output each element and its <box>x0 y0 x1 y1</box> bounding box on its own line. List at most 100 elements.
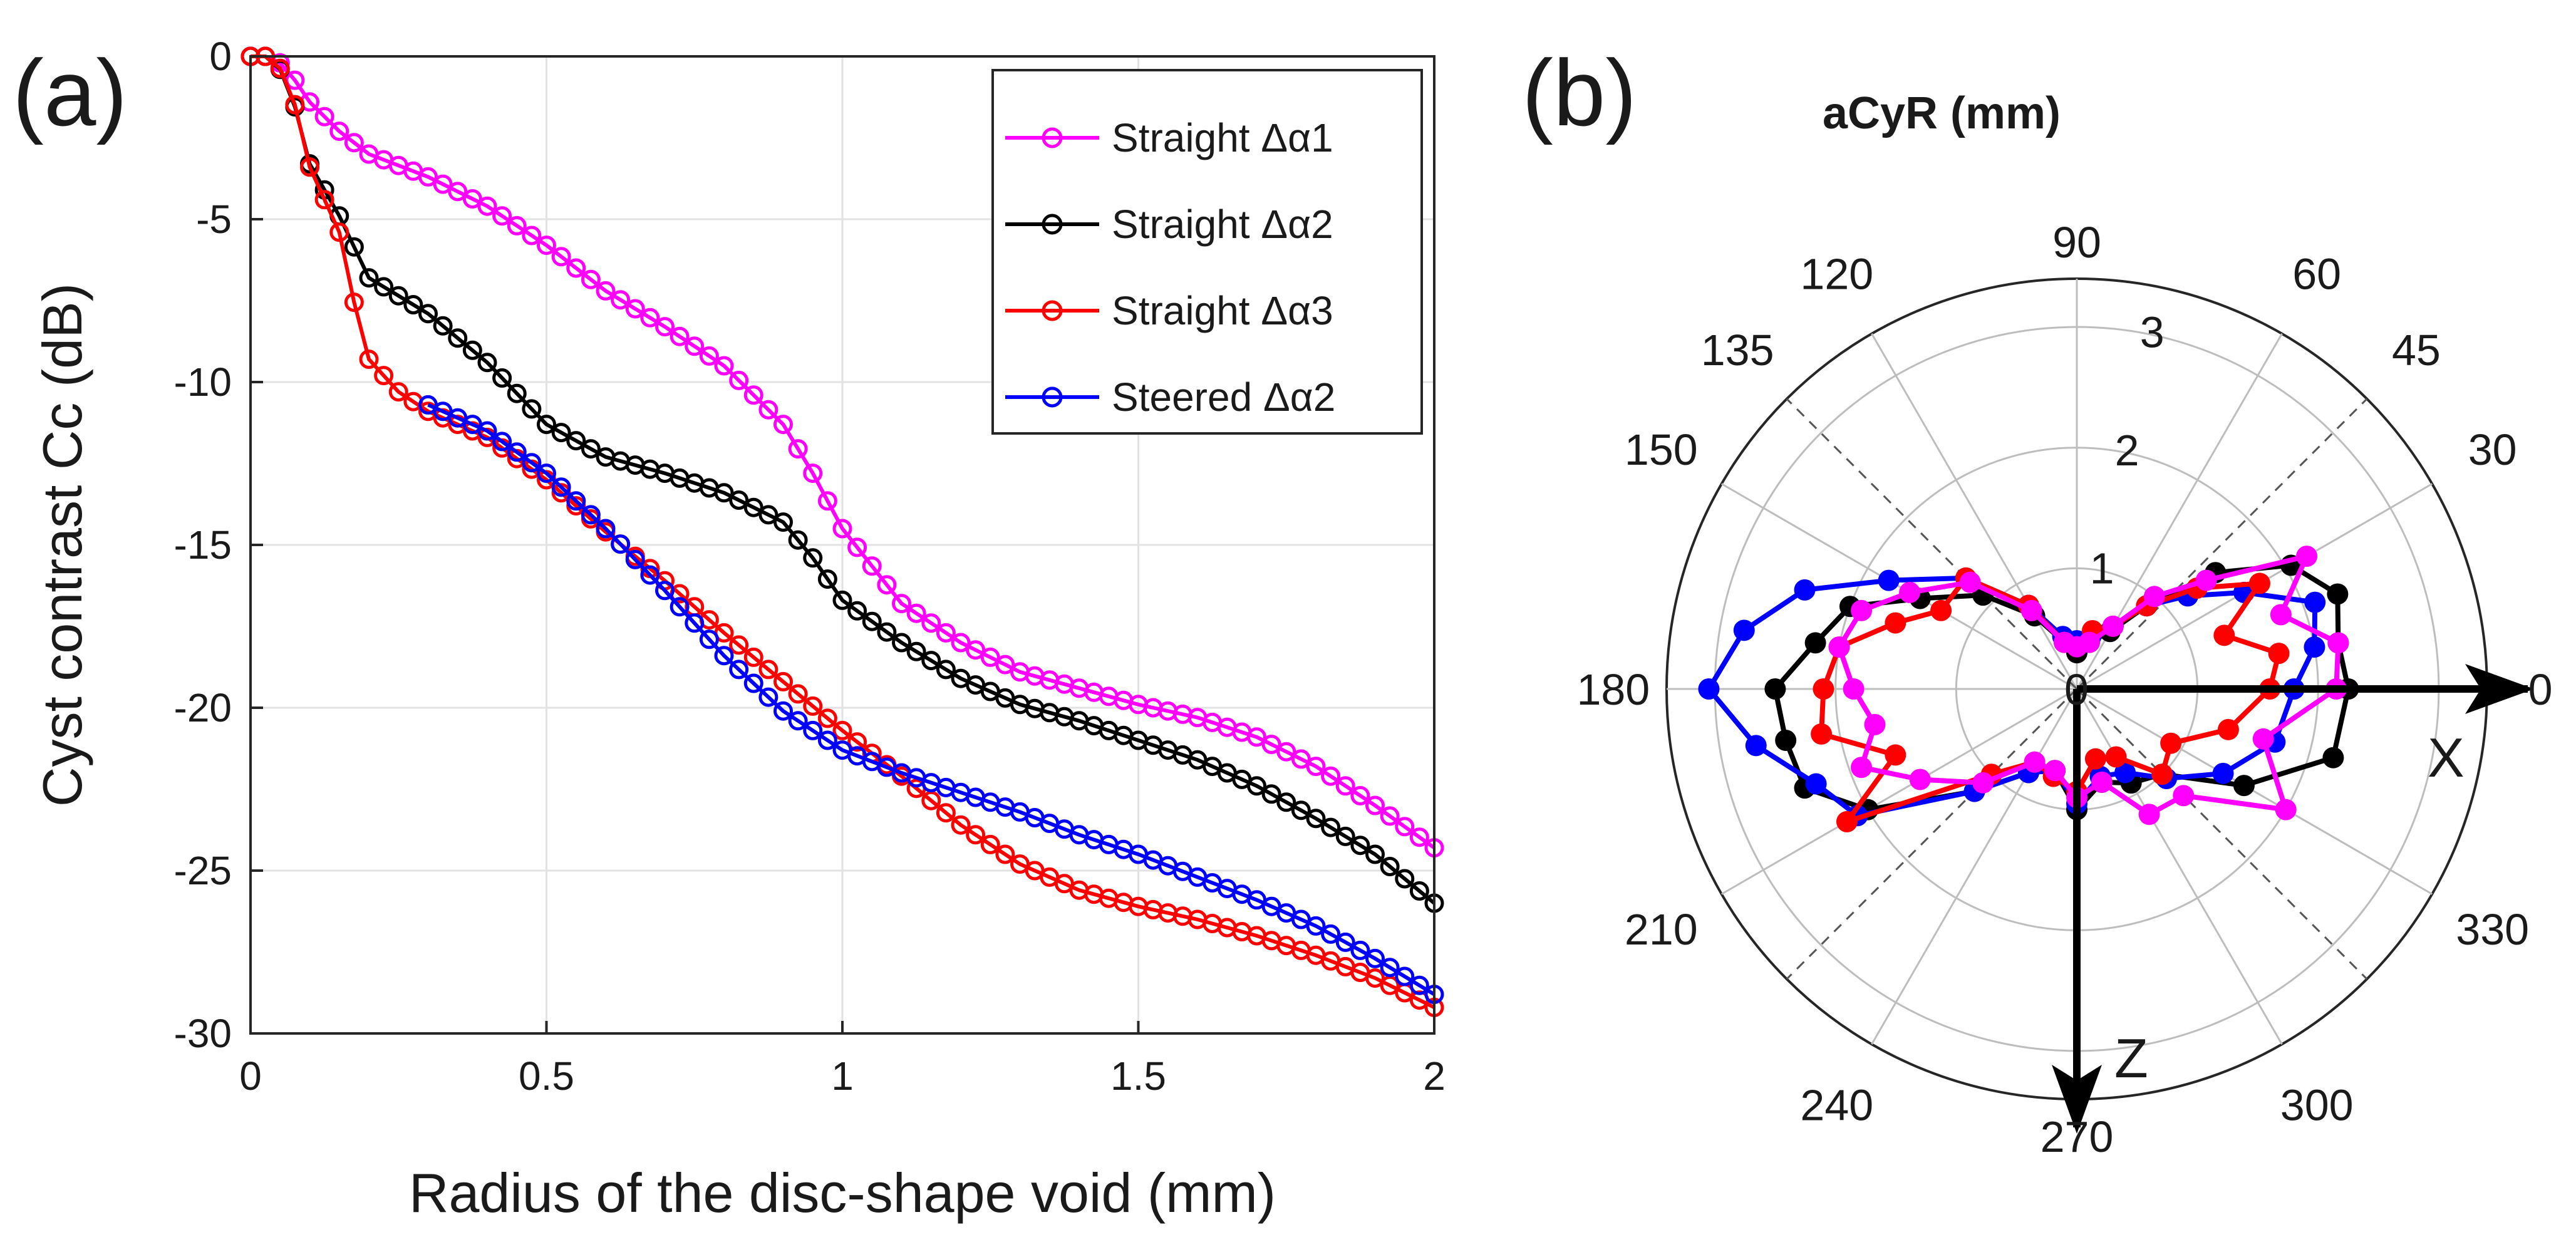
data-point <box>1409 881 1429 901</box>
data-point <box>596 281 616 301</box>
data-point <box>1306 916 1326 936</box>
legend-box <box>991 69 1423 435</box>
polar-data-point <box>1899 581 1921 603</box>
angle-label: 180 <box>1576 665 1650 714</box>
angle-label: 300 <box>2280 1081 2354 1130</box>
data-point <box>670 597 690 617</box>
panel-a-legend: Straight Δα1 Straight Δα2 Straight Δα3 Stee… <box>991 69 1423 435</box>
data-point <box>1395 869 1415 889</box>
polar-data-point <box>1930 599 1952 621</box>
y-tick-label: -20 <box>174 685 232 730</box>
angle-label: 330 <box>2456 905 2529 954</box>
data-point <box>596 519 616 539</box>
polar-data-point <box>2304 591 2326 613</box>
data-point <box>418 167 438 187</box>
data-point <box>374 277 394 297</box>
data-point <box>1350 940 1370 960</box>
data-point <box>625 549 645 569</box>
data-point <box>966 640 986 660</box>
radial-tick-label: 2 <box>2115 426 2139 475</box>
data-point <box>551 423 571 443</box>
data-point <box>862 556 882 576</box>
data-point <box>980 834 1000 854</box>
data-point <box>788 530 808 550</box>
polar-data-point <box>1959 571 1981 593</box>
polar-data-point <box>2114 762 2136 784</box>
polar-data-point <box>2044 760 2066 782</box>
polar-data-point <box>2091 771 2113 793</box>
data-point <box>522 225 542 246</box>
polar-data-point <box>2322 747 2344 769</box>
series-line <box>251 54 1435 905</box>
data-point <box>403 295 423 314</box>
data-point <box>951 815 971 835</box>
polar-data-point <box>1794 579 1816 601</box>
legend-swatch-marker <box>1042 300 1063 321</box>
data-point <box>714 646 734 666</box>
data-point <box>921 613 941 633</box>
angle-label: 135 <box>1701 326 1774 375</box>
data-point <box>1276 742 1296 762</box>
polar-data-point <box>2248 572 2270 594</box>
data-point <box>758 687 778 707</box>
polar-data-point <box>1885 744 1906 766</box>
legend-swatch-marker <box>1042 386 1063 408</box>
data-point <box>1261 735 1281 754</box>
data-point <box>714 356 734 376</box>
angle-label: 120 <box>1800 249 1873 298</box>
data-point <box>1409 975 1429 995</box>
x-tick-label: 0.5 <box>519 1053 574 1099</box>
polar-data-point <box>2252 728 2274 750</box>
data-point <box>832 590 852 610</box>
panel-a-series <box>241 46 1444 1017</box>
polar-data-point <box>1733 619 1755 641</box>
polar-data-point <box>1811 723 1833 745</box>
y-tick-label: -5 <box>196 197 232 242</box>
data-point <box>906 603 926 623</box>
polar-data-point <box>2105 746 2127 768</box>
polar-spoke <box>1871 688 2078 1045</box>
data-point <box>966 825 986 845</box>
data-point <box>699 346 719 366</box>
polar-data-point <box>1804 632 1826 654</box>
data-point <box>743 385 763 405</box>
polar-data-point <box>2233 775 2255 797</box>
panel-b-title: aCyR (mm) <box>1823 88 2061 138</box>
data-point <box>773 512 793 532</box>
polar-data-point <box>1972 772 1994 794</box>
polar-data-point <box>2138 804 2160 826</box>
angle-label: 90 <box>2052 218 2101 267</box>
data-point <box>1321 924 1341 944</box>
polar-data-point <box>2270 604 2292 626</box>
series-line <box>251 54 1435 850</box>
data-point <box>1380 857 1400 876</box>
data-point <box>995 655 1015 675</box>
panel-a-label: (a) <box>13 40 127 145</box>
x-tick-label: 1.5 <box>1110 1053 1166 1099</box>
polar-data-point <box>1775 729 1797 751</box>
y-tick-label: 0 <box>209 34 232 79</box>
polar-data-point <box>1909 769 1931 790</box>
data-point <box>359 349 379 370</box>
polar-data-point <box>1764 678 1786 700</box>
data-point <box>862 611 882 631</box>
polar-data-point <box>2143 586 2165 608</box>
polar-data-point <box>2327 632 2349 654</box>
data-point <box>1321 766 1341 786</box>
data-point <box>892 594 911 614</box>
data-point <box>1335 932 1355 952</box>
polar-data-point <box>1745 735 1767 757</box>
polar-data-point <box>1813 678 1834 700</box>
data-point <box>1247 727 1266 747</box>
data-point <box>285 95 305 115</box>
data-point <box>581 505 601 525</box>
data-point <box>1365 948 1385 968</box>
data-point <box>788 439 808 459</box>
x-tick-label: 1 <box>831 1053 854 1099</box>
data-point <box>936 623 956 643</box>
data-point <box>743 647 763 667</box>
data-point <box>1321 817 1341 837</box>
panel-b-series <box>1698 546 2359 832</box>
data-point <box>1350 785 1370 805</box>
data-point <box>640 308 660 328</box>
